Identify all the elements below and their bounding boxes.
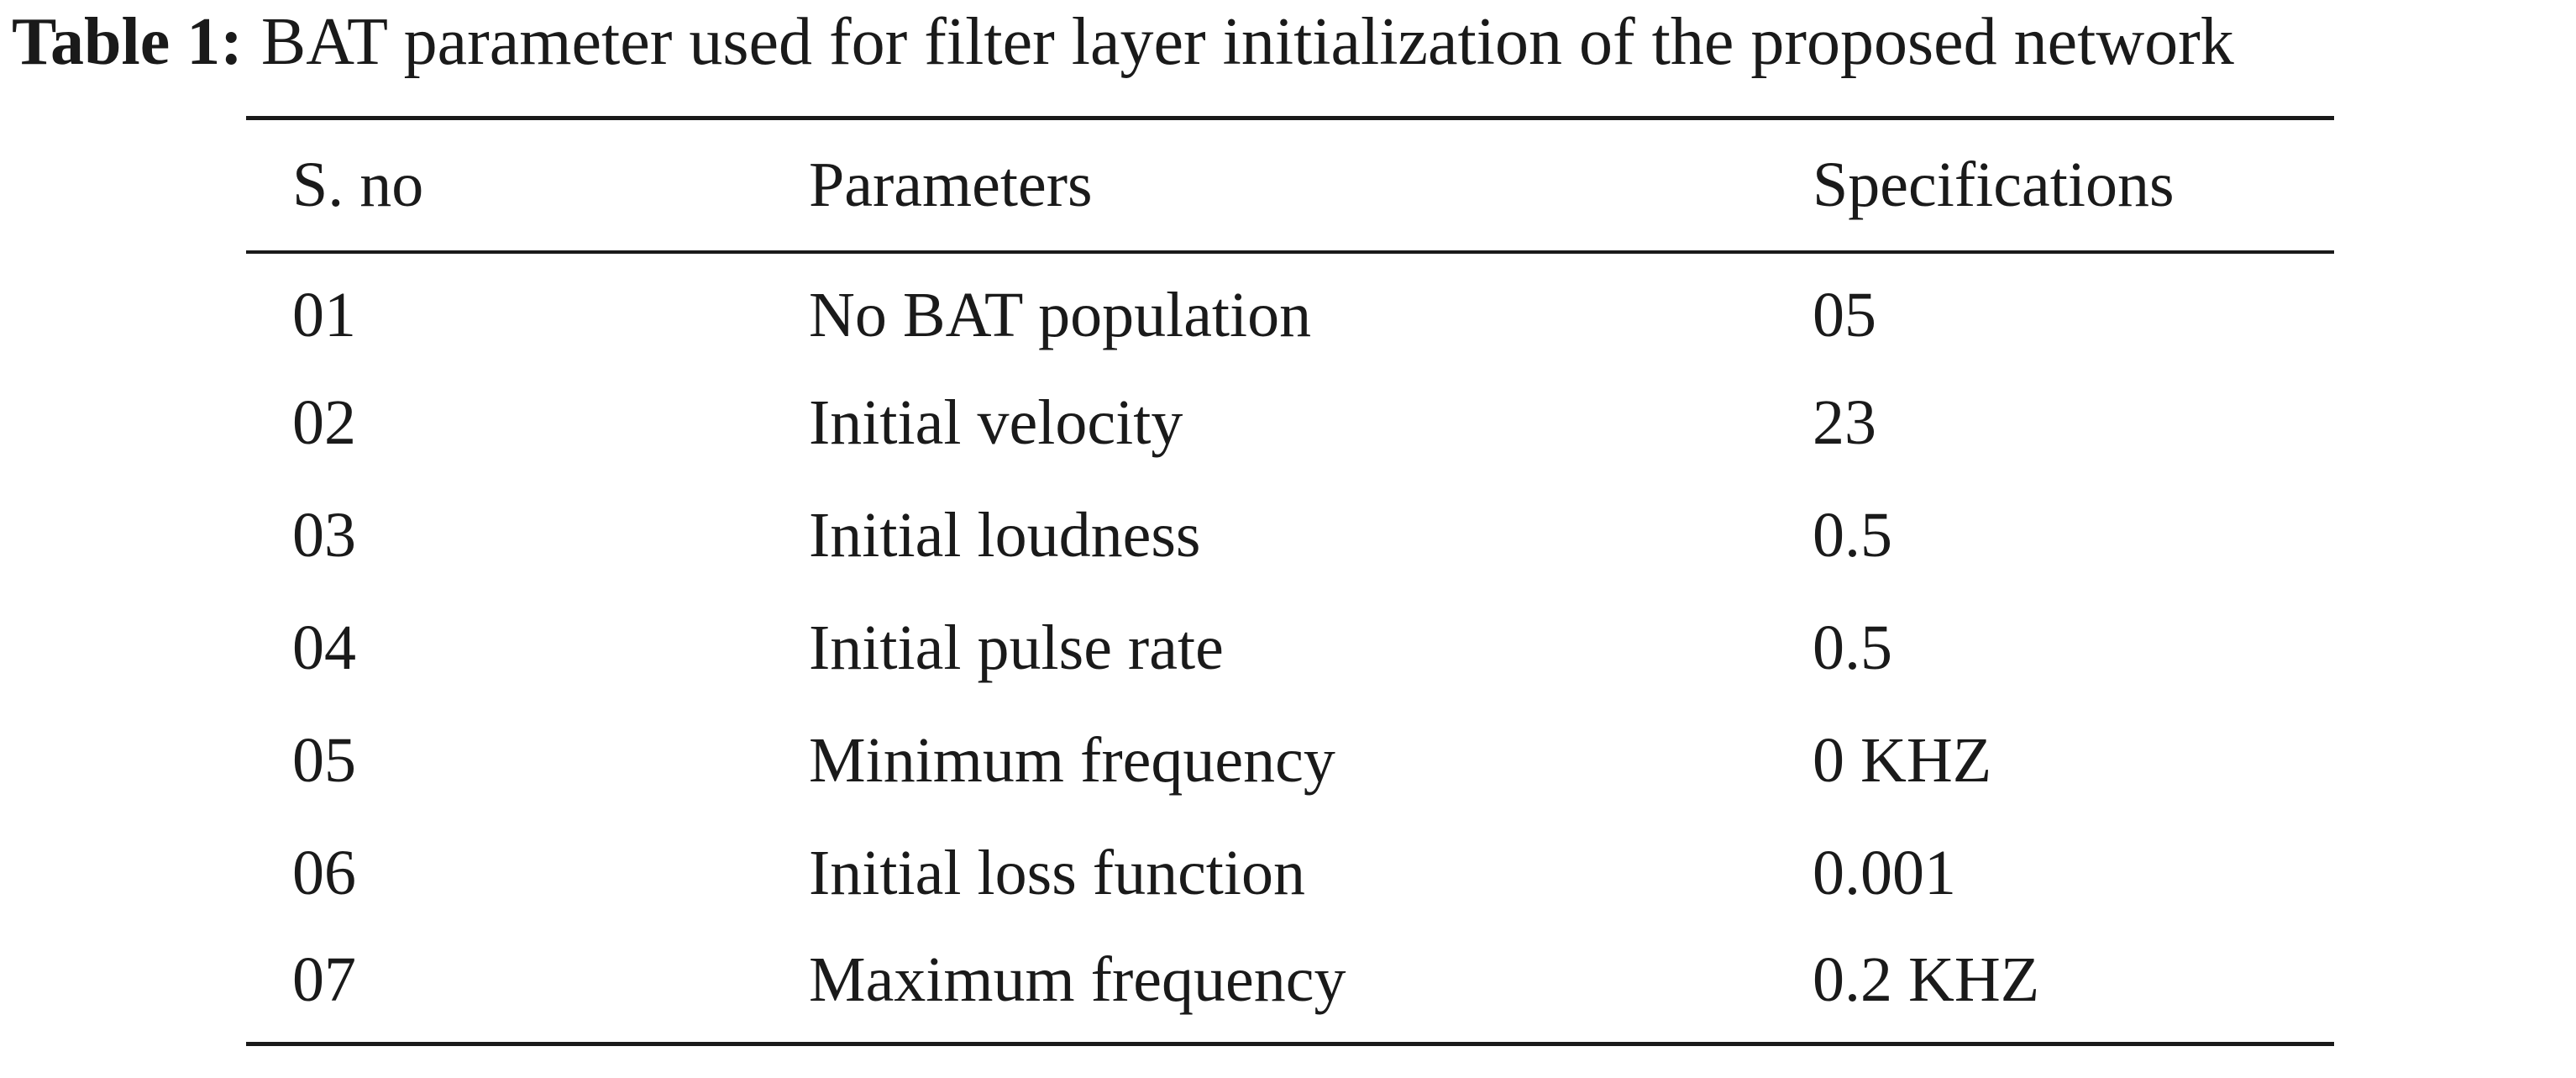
table-row: 06 Initial loss function 0.001 (246, 817, 2334, 929)
cell-sno: 07 (292, 944, 356, 1015)
header-rule (246, 250, 2334, 254)
table-row: 04 Initial pulse rate 0.5 (246, 592, 2334, 704)
parameter-table-body: 01 No BAT population 05 02 Initial veloc… (246, 254, 2334, 1042)
cell-specification: 23 (1813, 387, 1876, 458)
cell-parameter: No BAT population (809, 279, 1312, 350)
cell-parameter: Maximum frequency (809, 944, 1346, 1015)
cell-specification: 0.5 (1813, 612, 1892, 683)
caption-text: BAT parameter used for filter layer init… (260, 5, 2234, 79)
table-caption: Table 1: BAT parameter used for filter la… (12, 0, 2573, 84)
header-specifications: Specifications (1813, 150, 2175, 220)
cell-parameter: Minimum frequency (809, 724, 1335, 796)
cell-specification: 0 KHZ (1813, 724, 1992, 796)
cell-parameter: Initial pulse rate (809, 612, 1224, 683)
cell-sno: 06 (292, 837, 356, 908)
cell-specification: 0.001 (1813, 837, 1956, 908)
table-row: 05 Minimum frequency 0 KHZ (246, 704, 2334, 817)
table-row: 01 No BAT population 05 (246, 254, 2334, 366)
cell-sno: 01 (292, 279, 356, 350)
header-parameters: Parameters (809, 150, 1093, 220)
cell-parameter: Initial velocity (809, 387, 1183, 458)
cell-specification: 0.2 KHZ (1813, 944, 2040, 1015)
table-row: 03 Initial loudness 0.5 (246, 479, 2334, 592)
bottom-rule (246, 1042, 2334, 1046)
cell-specification: 05 (1813, 279, 1876, 350)
top-rule (246, 116, 2334, 120)
table-row: 02 Initial velocity 23 (246, 366, 2334, 479)
cell-sno: 05 (292, 724, 356, 796)
table-row: 07 Maximum frequency 0.2 KHZ (246, 929, 2334, 1042)
cell-parameter: Initial loudness (809, 499, 1201, 571)
cell-sno: 04 (292, 612, 356, 683)
cell-parameter: Initial loss function (809, 837, 1306, 908)
parameter-table: S. no Parameters Specifications (246, 120, 2334, 250)
header-sno: S. no (292, 150, 424, 220)
cell-sno: 03 (292, 499, 356, 571)
caption-label: Table 1: (12, 5, 243, 79)
cell-specification: 0.5 (1813, 499, 1892, 571)
parameter-table-container: S. no Parameters Specifications 01 No BA… (246, 116, 2334, 1046)
cell-sno: 02 (292, 387, 356, 458)
header-row: S. no Parameters Specifications (246, 120, 2334, 250)
